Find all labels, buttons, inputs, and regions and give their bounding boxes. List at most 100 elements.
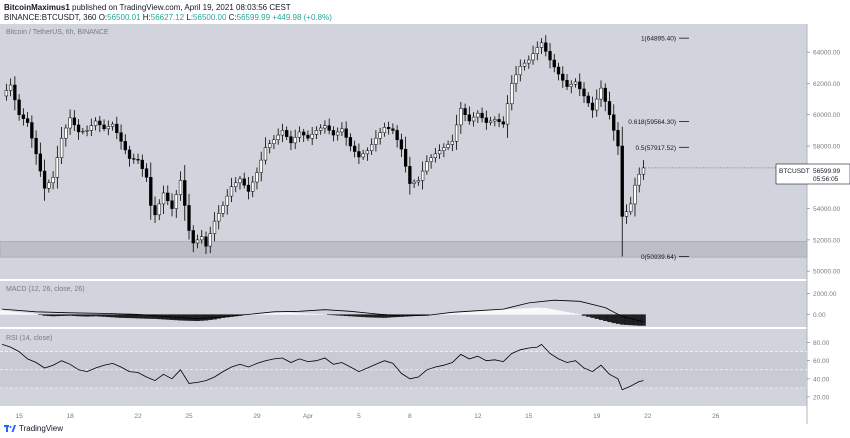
macd-label: MACD (12, 26, close, 26): [6, 286, 85, 293]
candle-down: [391, 128, 395, 131]
macd-histogram-bar: [127, 314, 132, 319]
candle-down: [603, 87, 607, 102]
x-tick-label: 18: [66, 413, 74, 420]
macd-histogram-bar: [564, 312, 570, 315]
macd-histogram-bar: [501, 309, 506, 315]
macd-histogram-bar: [403, 314, 408, 317]
candle-up: [4, 90, 9, 97]
macd-histogram-bar: [348, 314, 353, 317]
candle-down: [480, 112, 484, 119]
macd-histogram-bar: [97, 314, 103, 317]
candle-down: [556, 66, 561, 75]
candle-down: [170, 200, 174, 209]
candle-up: [200, 236, 204, 241]
x-tick-label: 22: [644, 413, 652, 420]
y-tick-label: 54000.00: [813, 206, 840, 213]
countdown-label: 05:56:05: [813, 176, 839, 183]
publish-line: BitcoinMaximus1 published on TradingView…: [4, 3, 291, 12]
macd-histogram-bar: [161, 314, 166, 320]
candle-down: [98, 120, 102, 126]
time-axis-layer: 15 18 22 25 29 Apr 5 8 12 15 19 22 26: [15, 413, 719, 420]
candle-down: [348, 137, 353, 147]
y-tick-label: 64000.00: [813, 50, 840, 57]
macd-histogram-bar: [454, 312, 459, 315]
symbol-tag-bg: [775, 163, 850, 185]
macd-histogram-bar: [378, 314, 383, 318]
macd-histogram-bar: [254, 313, 260, 315]
macd-histogram-bar: [16, 312, 22, 315]
footer[interactable]: TradingView: [4, 424, 63, 433]
close-value: 56599.99: [236, 13, 271, 22]
macd-histogram-bar: [416, 314, 421, 316]
open-label: O:: [98, 13, 108, 22]
macd-histogram-bar: [530, 307, 536, 315]
candle-up: [310, 134, 314, 139]
macd-histogram-bar: [365, 314, 370, 318]
candle-down: [140, 159, 144, 169]
candle-down: [399, 139, 404, 150]
fib-label: 0(50939.64): [641, 254, 676, 261]
candle-down: [565, 80, 569, 87]
macd-histogram-bar: [93, 314, 98, 317]
macd-histogram-bar: [42, 314, 47, 316]
candle-up: [535, 47, 539, 54]
candle-down: [187, 205, 191, 231]
candle-up: [208, 233, 212, 247]
candle-up: [471, 116, 476, 122]
chart-title: Bitcoin / TetherUS, 6h, BINANCE: [6, 29, 109, 36]
candle-up: [323, 125, 327, 129]
macd-histogram-bar: [310, 313, 315, 315]
time-axis-bg: [0, 406, 807, 424]
macd-histogram-bar: [152, 314, 158, 319]
macd-histogram-bar: [229, 314, 234, 317]
price-chart[interactable]: 1(64895.40) 0.618(59564.30) 0.5(57917.52) 0…: [0, 24, 850, 424]
macd-histogram-bar: [441, 313, 447, 315]
candle-down: [306, 134, 310, 139]
macd-histogram-bar: [140, 314, 145, 319]
support-zone-layer: [0, 241, 808, 258]
rsi-layer: 80.00 60.00 40.00 20.00: [0, 340, 830, 401]
macd-histogram-bar: [641, 314, 646, 326]
candle-up: [68, 117, 72, 129]
candle-up: [624, 211, 629, 217]
candle-down: [149, 177, 153, 206]
macd-histogram-bar: [509, 309, 515, 315]
macd-histogram-bar: [484, 310, 489, 315]
candle-down: [166, 192, 170, 202]
x-tick-label: 26: [712, 413, 720, 420]
fib-label: 0.5(57917.52): [636, 145, 676, 152]
macd-histogram-bar: [101, 314, 107, 317]
candle-up: [595, 98, 599, 111]
candle-up: [229, 186, 234, 197]
macd-histogram-bar: [424, 314, 430, 316]
macd-histogram-bar: [271, 312, 277, 315]
candle-up: [336, 131, 340, 136]
candle-up: [93, 120, 98, 126]
candle-up: [531, 53, 535, 61]
macd-histogram-bar: [407, 314, 413, 317]
candle-down: [115, 123, 119, 133]
candle-up: [178, 180, 183, 195]
candle-down: [246, 184, 251, 192]
candles-layer: [4, 35, 776, 257]
macd-pane-bg: [0, 281, 807, 327]
author-name[interactable]: BitcoinMaximus1: [4, 3, 70, 12]
macd-histogram-bar: [123, 314, 128, 318]
macd-histogram-bar: [293, 312, 298, 315]
macd-histogram-bar: [110, 314, 115, 318]
macd-histogram-bar: [305, 313, 311, 315]
macd-histogram-bar: [106, 314, 111, 318]
macd-histogram-bar: [203, 314, 209, 321]
candle-up: [51, 177, 55, 184]
high-value: 56627.12: [150, 13, 185, 22]
macd-histogram-bar: [471, 311, 476, 315]
candle-up: [505, 103, 510, 125]
candle-down: [119, 132, 123, 142]
candle-down: [578, 81, 582, 90]
candle-up: [476, 112, 480, 118]
macd-histogram-bar: [38, 314, 43, 315]
macd-histogram-bar: [496, 309, 502, 315]
candle-up: [493, 119, 497, 122]
y-tick-label: 60000.00: [813, 112, 840, 119]
macd-line: [2, 299, 644, 323]
